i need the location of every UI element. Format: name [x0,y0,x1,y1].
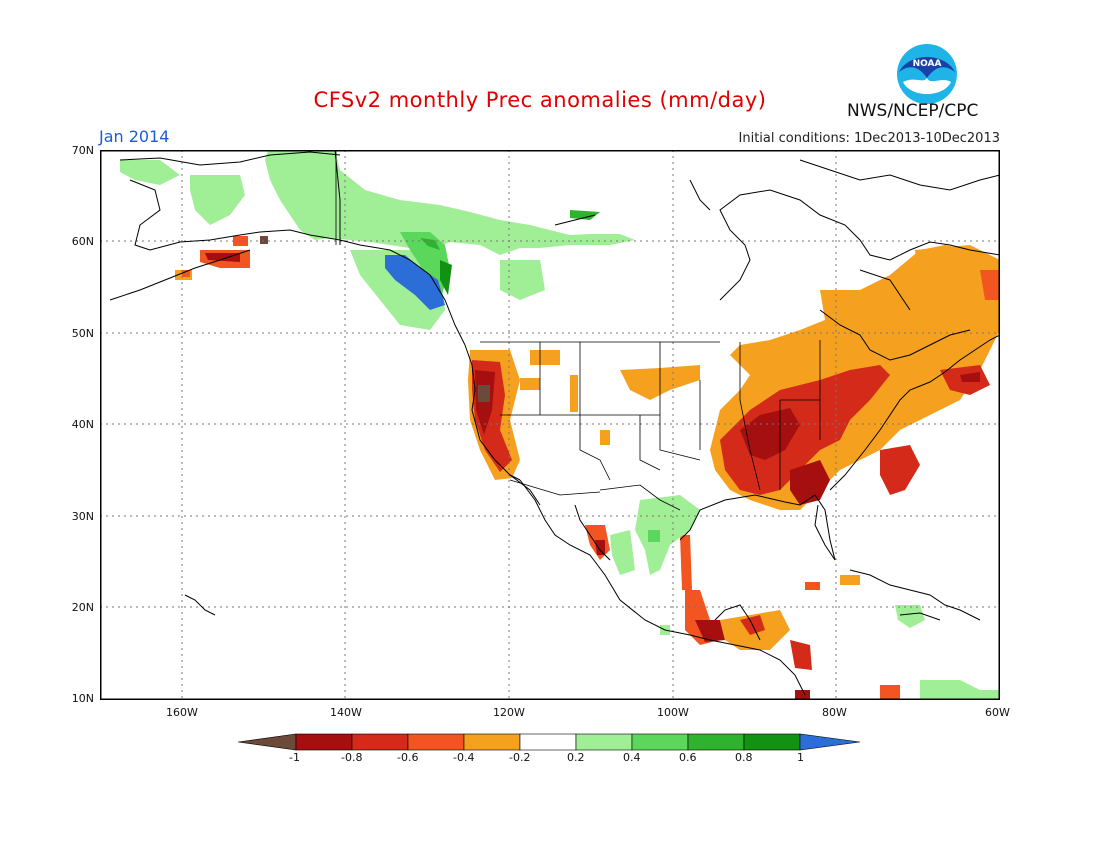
lon-label-160w: 160W [166,706,198,719]
anomaly-map [99,149,1001,704]
colorbar-swatch [687,733,745,751]
anomaly-shading [120,150,1000,700]
colorbar-label: -1 [289,751,300,764]
lat-label-50n: 50N [71,327,94,340]
lon-label-80w: 80W [822,706,847,719]
colorbar-swatch [575,733,633,751]
colorbar [237,731,868,757]
colorbar-label: -0.4 [453,751,475,764]
lon-label-140w: 140W [330,706,362,719]
colorbar-swatch [407,733,465,751]
map-title: CFSv2 monthly Prec anomalies (mm/day) [313,88,767,112]
lat-label-20n: 20N [71,601,94,614]
lat-label-60n: 60N [71,235,94,248]
colorbar-swatch [743,733,801,751]
colorbar-label: -0.6 [397,751,419,764]
graticule [100,150,1000,700]
colorbar-swatch [295,733,353,751]
colorbar-swatch [631,733,689,751]
colorbar-swatch [519,733,577,751]
colorbar-swatch [463,733,521,751]
lat-label-10n: 10N [71,692,94,705]
coastlines [109,149,1001,696]
lon-label-100w: 100W [657,706,689,719]
colorbar-label: 0.6 [679,751,697,764]
lat-label-30n: 30N [71,510,94,523]
colorbar-label: 0.8 [735,751,753,764]
colorbar-low-arrow [237,733,297,751]
noaa-logo-icon: NOAA [895,42,959,110]
colorbar-high-arrow [799,733,861,751]
colorbar-label: 1 [797,751,804,764]
colorbar-label: 0.2 [567,751,585,764]
colorbar-label: -0.8 [341,751,363,764]
colorbar-label: -0.2 [509,751,531,764]
svg-text:NOAA: NOAA [913,59,942,69]
lon-label-120w: 120W [493,706,525,719]
colorbar-swatch [351,733,409,751]
forecast-month: Jan 2014 [99,127,170,146]
lat-label-70n: 70N [71,144,94,157]
agency-label: NWS/NCEP/CPC [847,101,979,121]
lon-label-60w: 60W [985,706,1010,719]
initial-conditions: Initial conditions: 1Dec2013-10Dec2013 [738,131,1000,146]
lat-label-40n: 40N [71,418,94,431]
political-borders [335,150,821,511]
colorbar-label: 0.4 [623,751,641,764]
